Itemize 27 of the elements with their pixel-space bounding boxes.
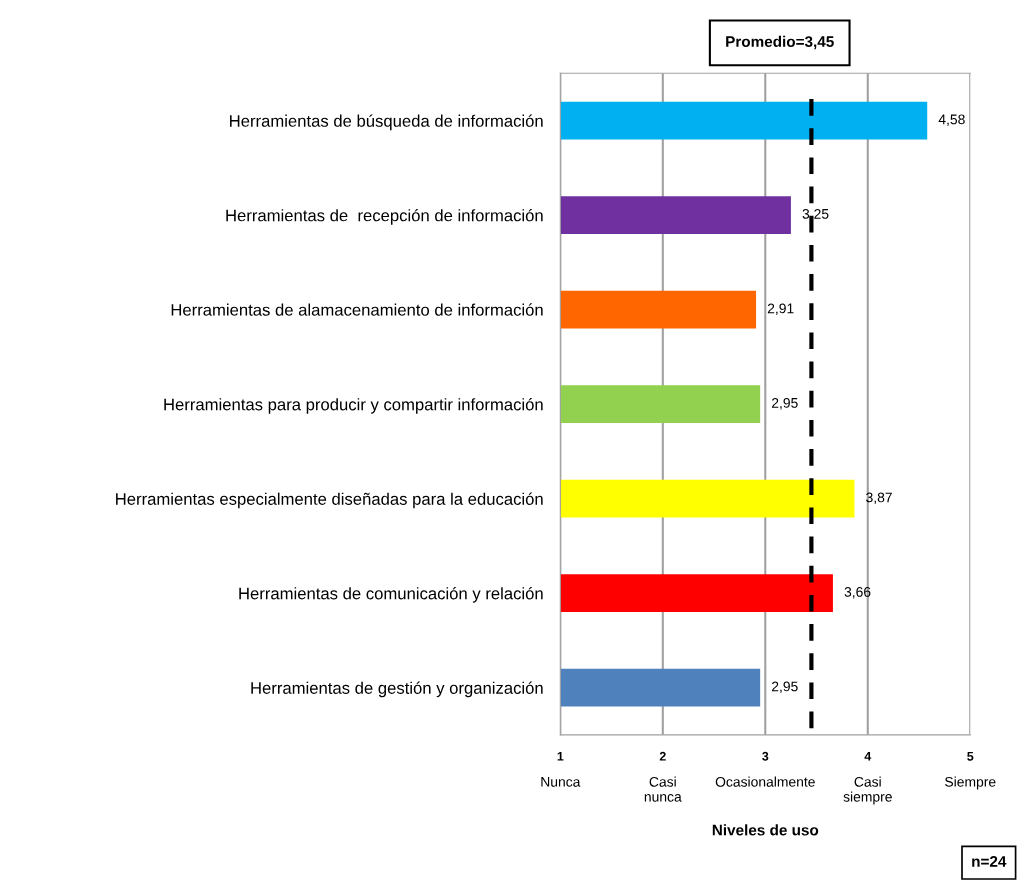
y-tick-label: Herramientas de gestión y organización — [251, 681, 543, 698]
y-tick-label: Herramientas de comunicación y relación — [239, 586, 543, 603]
x-tick-label: 1 — [557, 751, 564, 761]
text: Siempre — [945, 776, 996, 790]
data-label: 2,95 — [771, 681, 798, 693]
y-tick-label: Herramientas de recepción de información — [226, 208, 543, 225]
x-tick-label: 2 — [659, 751, 666, 761]
data-label: 3,87 — [866, 492, 892, 504]
text: n=24 — [972, 855, 1007, 867]
data-label: 2,95 — [771, 397, 798, 410]
data-label: 3,25 — [802, 208, 829, 221]
text: Nunca — [541, 777, 581, 787]
x-axis-title: Niveles de uso — [712, 824, 819, 836]
data-label: 2,91 — [767, 303, 794, 315]
y-tick-label: Herramientas especialmente diseñadas para la educación — [116, 492, 543, 509]
x-tick-label: 3 — [762, 751, 769, 761]
x-tick-label: 5 — [967, 751, 974, 761]
x-tick-label: 4 — [864, 751, 872, 761]
y-tick-label: Herramientas para producir y compartir información — [164, 397, 543, 414]
text: Casi nunca — [644, 776, 682, 802]
data-label: 3,66 — [844, 587, 871, 599]
text: Casi siempre — [843, 776, 892, 805]
data-label: 4,58 — [938, 114, 965, 126]
y-tick-label: Herramientas de búsqueda de información — [230, 114, 543, 131]
y-tick-label: Herramientas de alamacenamiento de información — [171, 303, 543, 316]
text: Ocasionalmente — [715, 776, 815, 787]
ref-line-label: Promedio=3,45 — [726, 35, 834, 50]
